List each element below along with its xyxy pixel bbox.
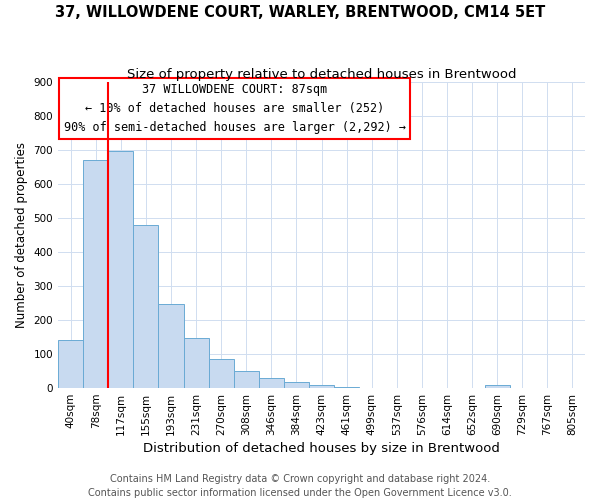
Bar — [108, 152, 133, 388]
Y-axis label: Number of detached properties: Number of detached properties — [15, 142, 28, 328]
Text: 37 WILLOWDENE COURT: 87sqm
← 10% of detached houses are smaller (252)
90% of sem: 37 WILLOWDENE COURT: 87sqm ← 10% of deta… — [64, 83, 406, 134]
Bar — [485, 386, 510, 388]
Title: Size of property relative to detached houses in Brentwood: Size of property relative to detached ho… — [127, 68, 516, 80]
Bar — [259, 378, 284, 388]
Bar — [284, 382, 309, 388]
Bar — [309, 384, 334, 388]
Bar — [334, 386, 359, 388]
Bar — [209, 359, 233, 388]
Text: Contains HM Land Registry data © Crown copyright and database right 2024.
Contai: Contains HM Land Registry data © Crown c… — [88, 474, 512, 498]
Bar — [58, 340, 83, 388]
Bar — [133, 224, 158, 388]
Bar — [83, 160, 108, 388]
Bar — [233, 371, 259, 388]
X-axis label: Distribution of detached houses by size in Brentwood: Distribution of detached houses by size … — [143, 442, 500, 455]
Text: 37, WILLOWDENE COURT, WARLEY, BRENTWOOD, CM14 5ET: 37, WILLOWDENE COURT, WARLEY, BRENTWOOD,… — [55, 5, 545, 20]
Bar — [184, 338, 209, 388]
Bar — [158, 304, 184, 388]
